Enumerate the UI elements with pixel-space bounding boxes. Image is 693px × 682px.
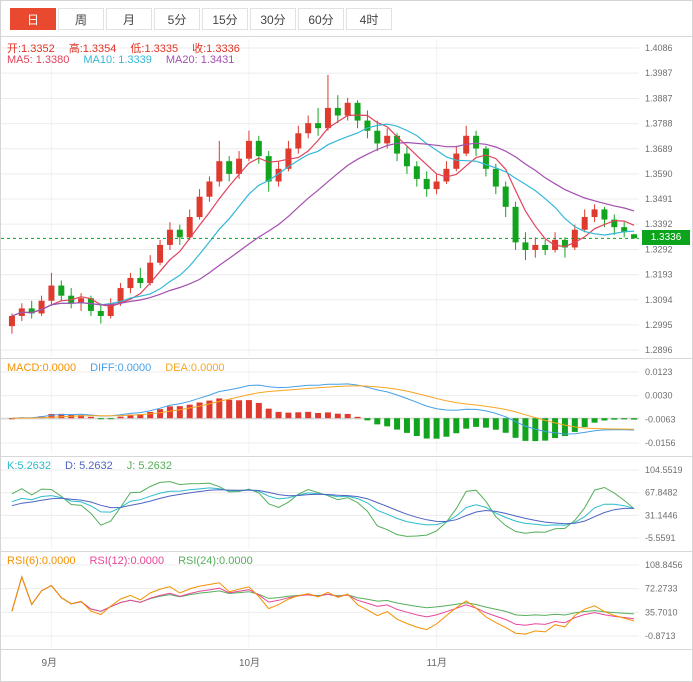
time-axis-label: 10月 — [238, 658, 261, 669]
svg-text:-0.8713: -0.8713 — [645, 631, 676, 641]
tab-15min[interactable]: 15分 — [202, 8, 248, 30]
svg-text:1.3987: 1.3987 — [645, 68, 673, 78]
svg-text:1.3193: 1.3193 — [645, 270, 673, 280]
tab-month[interactable]: 月 — [106, 8, 152, 30]
svg-text:1.3491: 1.3491 — [645, 194, 673, 204]
time-axis-label: 11月 — [426, 658, 447, 669]
svg-text:1.3689: 1.3689 — [645, 144, 673, 154]
svg-text:72.2733: 72.2733 — [645, 584, 678, 594]
svg-text:1.3788: 1.3788 — [645, 119, 673, 129]
price-chart-canvas[interactable]: 1.4086 1.3987 1.3887 1.3788 1.3689 1.3590 1.34… — [1, 37, 692, 358]
macd-chart-canvas[interactable]: 0.0123 0.0030 -0.0063 -0.0156 — [1, 359, 692, 456]
tab-5min[interactable]: 5分 — [154, 8, 200, 30]
svg-text:1.3887: 1.3887 — [645, 94, 673, 104]
chart-stack: 开:1.3352 高:1.3354 低:1.3335 收:1.3336 MA5:… — [1, 36, 692, 670]
last-price-tag: 1.3336 — [642, 230, 690, 245]
svg-text:104.5519: 104.5519 — [645, 465, 683, 475]
svg-text:0.0030: 0.0030 — [645, 391, 673, 401]
svg-text:1.3292: 1.3292 — [645, 245, 673, 255]
svg-text:-5.5591: -5.5591 — [645, 533, 676, 543]
svg-text:31.1446: 31.1446 — [645, 510, 678, 520]
svg-text:35.7010: 35.7010 — [645, 607, 678, 617]
tab-60min[interactable]: 60分 — [298, 8, 344, 30]
svg-text:1.2995: 1.2995 — [645, 320, 673, 330]
svg-text:1.3590: 1.3590 — [645, 169, 673, 179]
svg-text:1.3392: 1.3392 — [645, 219, 673, 229]
svg-text:-0.0063: -0.0063 — [645, 414, 676, 424]
tab-30min[interactable]: 30分 — [250, 8, 296, 30]
tab-4hour[interactable]: 4时 — [346, 8, 392, 30]
svg-text:108.8456: 108.8456 — [645, 560, 683, 570]
svg-text:-0.0156: -0.0156 — [645, 438, 676, 448]
kdj-panel: K:5.2632 D: 5.2632 J: 5.2632 104.5519 67.… — [1, 457, 692, 552]
time-axis-label: 9月 — [41, 658, 57, 669]
svg-text:1.2896: 1.2896 — [645, 345, 673, 355]
rsi-chart-canvas[interactable]: 108.8456 72.2733 35.7010 -0.8713 — [1, 552, 692, 649]
price-panel: 开:1.3352 高:1.3354 低:1.3335 收:1.3336 MA5:… — [1, 37, 692, 359]
kdj-chart-canvas[interactable]: 104.5519 67.8482 31.1446 -5.5591 — [1, 457, 692, 551]
time-axis: 9月 10月 11月 — [1, 650, 692, 670]
rsi-panel: RSI(6):0.0000 RSI(12):0.0000 RSI(24):0.0… — [1, 552, 692, 650]
tab-day[interactable]: 日 — [10, 8, 56, 30]
svg-text:1.4086: 1.4086 — [645, 43, 673, 53]
tab-week[interactable]: 周 — [58, 8, 104, 30]
svg-text:1.3094: 1.3094 — [645, 295, 673, 305]
svg-text:0.0123: 0.0123 — [645, 367, 673, 377]
svg-text:67.8482: 67.8482 — [645, 488, 678, 498]
period-toolbar: 日 周 月 5分 15分 30分 60分 4时 — [1, 1, 692, 31]
macd-panel: MACD:0.0000 DIFF:0.0000 DEA:0.0000 0.012… — [1, 359, 692, 457]
